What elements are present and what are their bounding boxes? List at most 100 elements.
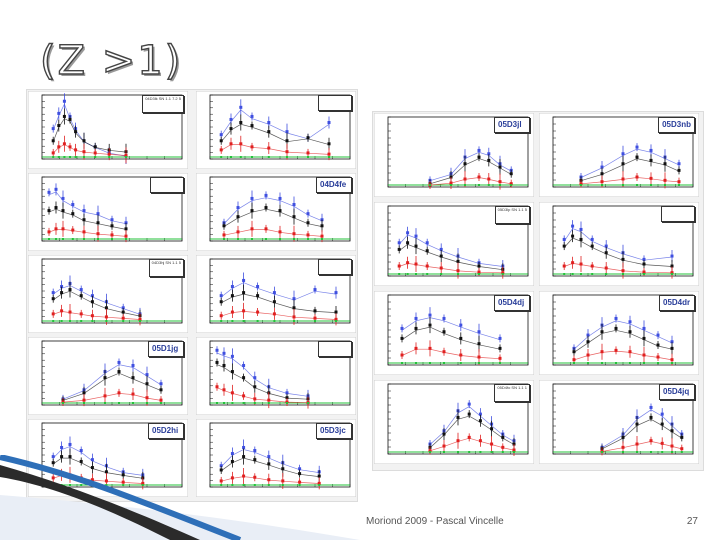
green-data-point — [415, 273, 417, 275]
black-data-point — [51, 139, 55, 143]
black-data-point — [90, 300, 94, 304]
blue-data-point — [649, 148, 653, 152]
green-data-point — [490, 451, 493, 453]
blue-data-point — [442, 316, 446, 320]
light-curve-panel — [196, 91, 356, 169]
green-data-point — [468, 451, 471, 453]
black-data-point — [477, 155, 481, 159]
blue-data-point — [477, 148, 481, 152]
green-data-point — [125, 238, 127, 240]
light-curve-panel: 05D4fo SN 1.1 1 — [374, 380, 534, 464]
black-data-point — [642, 336, 646, 340]
green-data-point — [231, 320, 234, 322]
blue-model-curve — [216, 352, 309, 397]
red-data-point — [317, 481, 321, 485]
black-data-point — [456, 259, 460, 263]
blue-data-point — [614, 316, 618, 320]
green-data-point — [499, 362, 501, 364]
blue-data-point — [68, 442, 72, 446]
black-data-point — [54, 206, 58, 210]
black-data-point — [487, 158, 491, 162]
red-data-point — [463, 177, 467, 181]
black-data-point — [586, 340, 590, 344]
blue-model-curve — [48, 191, 127, 225]
black-model-curve — [563, 237, 673, 267]
blue-data-point — [60, 445, 64, 449]
green-data-point — [256, 320, 259, 322]
green-data-point — [251, 156, 253, 158]
black-data-point — [121, 473, 125, 477]
red-data-point — [600, 350, 604, 354]
blue-data-point — [327, 121, 331, 125]
red-data-point — [614, 348, 618, 352]
red-data-point — [327, 152, 331, 156]
blue-data-point — [222, 351, 226, 355]
black-data-point — [145, 382, 149, 386]
green-data-point — [281, 484, 284, 486]
green-data-point — [223, 238, 225, 240]
green-data-point — [286, 402, 288, 404]
blue-data-point — [96, 212, 100, 216]
black-data-point — [230, 294, 234, 298]
black-data-point — [47, 209, 51, 213]
black-data-point — [124, 227, 128, 231]
blue-data-point — [79, 449, 83, 453]
red-model-curve — [573, 350, 673, 361]
blue-data-point — [425, 241, 429, 245]
red-data-point — [590, 264, 594, 268]
green-data-point — [307, 238, 309, 240]
black-data-point — [590, 244, 594, 248]
red-data-point — [141, 481, 145, 485]
black-data-point — [219, 468, 223, 472]
red-data-point — [242, 394, 246, 398]
green-data-point — [57, 156, 60, 158]
red-data-point — [501, 445, 505, 449]
swoosh-dark — [0, 465, 200, 540]
black-data-point — [604, 251, 608, 255]
black-data-point — [57, 124, 61, 128]
black-data-point — [600, 330, 604, 334]
green-data-point — [401, 362, 403, 364]
green-data-point — [242, 484, 245, 486]
blue-data-point — [628, 320, 632, 324]
blue-data-point — [313, 288, 317, 292]
green-data-point — [513, 451, 515, 453]
green-data-point — [223, 402, 225, 404]
red-model-curve — [221, 311, 337, 320]
green-data-point — [267, 402, 270, 404]
red-data-point — [680, 447, 684, 451]
blue-data-point — [267, 455, 271, 459]
green-data-point — [220, 320, 223, 322]
red-data-point — [110, 233, 114, 237]
red-data-point — [242, 309, 246, 313]
blue-data-point — [145, 373, 149, 377]
black-data-point — [121, 310, 125, 314]
blue-data-point — [131, 363, 135, 367]
blue-data-point — [298, 467, 302, 471]
red-data-point — [230, 391, 234, 395]
red-data-point — [298, 480, 302, 484]
green-data-point — [279, 238, 281, 240]
green-data-point — [108, 156, 111, 158]
black-data-point — [509, 172, 513, 176]
green-data-point — [83, 238, 85, 240]
green-data-point — [622, 451, 624, 453]
panel-label: 05D4dr — [659, 295, 695, 311]
black-model-curve — [48, 208, 127, 230]
blue-data-point — [51, 291, 55, 295]
green-data-point — [591, 273, 594, 275]
green-data-point — [601, 362, 603, 364]
light-curve-panel: 05D3nb — [539, 113, 699, 197]
black-data-point — [222, 224, 226, 228]
green-data-point — [657, 362, 659, 364]
red-data-point — [278, 230, 282, 234]
green-data-point — [636, 184, 638, 186]
black-model-curve — [216, 364, 309, 400]
red-data-point — [670, 271, 674, 275]
panel-label: 04D3hj SN 1.1 5 — [148, 259, 184, 277]
blue-model-curve — [398, 234, 503, 267]
green-data-point — [629, 362, 631, 364]
red-data-point — [267, 146, 271, 150]
red-model-curve — [429, 437, 515, 452]
green-data-point — [664, 184, 666, 186]
